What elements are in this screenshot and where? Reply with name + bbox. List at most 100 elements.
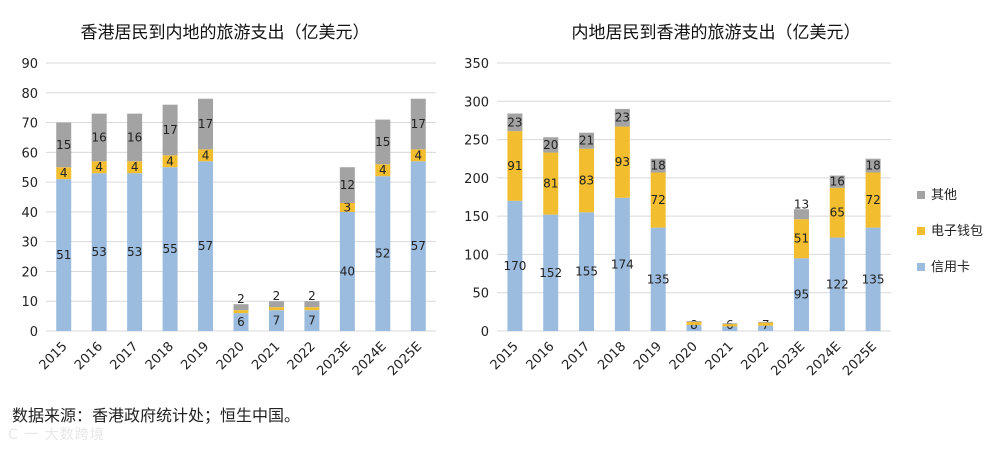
chart-2-data-label-other: 16	[830, 175, 845, 189]
chart-1-bar-ewallet	[127, 161, 143, 174]
chart-2-bar-credit	[829, 237, 845, 331]
chart-2-x-tick: 2021	[703, 339, 737, 373]
chart-2-bar-ewallet	[543, 152, 559, 215]
chart-2-bar-other	[650, 158, 666, 173]
chart-2-x-tick: 2019	[631, 339, 665, 373]
chart-1-data-label-other: 2	[237, 292, 245, 306]
chart-2-x-tick: 2016	[524, 339, 558, 373]
chart-1-data-label-credit: 40	[340, 264, 355, 278]
chart-1-bar-ewallet	[304, 307, 320, 311]
chart-1-data-label-credit: 57	[411, 239, 426, 253]
chart-1-y-tick: 20	[21, 265, 38, 280]
chart-1-data-label-credit: 53	[127, 245, 142, 259]
chart-2-bar-ewallet	[614, 126, 630, 198]
legend-label-ewallet: 电子钱包	[931, 224, 983, 239]
chart-2-bar-credit	[722, 326, 738, 331]
chart-1-x-tick: 2025E	[385, 339, 425, 379]
chart-2-bar-other	[579, 132, 595, 149]
chart-1-data-label-ewallet: 4	[414, 148, 422, 162]
chart-2-bar-credit	[543, 214, 559, 331]
chart-2-bar-other	[507, 113, 523, 132]
chart-2-y-tick: 200	[464, 172, 489, 187]
chart-2-data-label-credit: 152	[539, 266, 562, 280]
chart-2-bar-ewallet	[793, 219, 809, 259]
chart-1-data-label-other: 17	[198, 117, 213, 131]
chart-2-data-label-ewallet: 83	[579, 174, 594, 188]
chart-2-bar-other	[758, 321, 774, 323]
chart-1-bar-credit	[339, 211, 355, 331]
chart-2-title: 内地居民到香港的旅游支出（亿美元）	[572, 23, 861, 43]
chart-2-data-label-other: 23	[615, 111, 630, 125]
chart-1-bar-ewallet	[198, 149, 214, 162]
chart-2-y-tick: 350	[464, 57, 489, 72]
chart-1-data-label-ewallet: 4	[379, 163, 387, 177]
chart-1-bar-credit	[198, 161, 214, 331]
chart-2-y-tick: 300	[464, 95, 489, 110]
chart-1-bar-other	[233, 304, 249, 311]
chart-1-data-label-ewallet: 4	[166, 154, 174, 168]
chart-2-bar-other	[793, 209, 809, 220]
chart-1-data-label-credit: 52	[375, 247, 390, 261]
chart-2-x-tick: 2017	[559, 339, 593, 373]
chart-1-data-label-credit: 6	[237, 315, 245, 329]
chart-1-data-label-credit: 55	[162, 242, 177, 256]
chart-1-x-tick: 2017	[107, 339, 141, 373]
chart-1-y-tick: 0	[30, 325, 38, 340]
chart-1-bar-other	[91, 113, 107, 162]
chart-1-y-tick: 60	[21, 146, 38, 161]
chart-2-bar-ewallet	[650, 172, 666, 228]
chart-2-bar-other	[865, 158, 881, 173]
chart-2-data-label-other: 18	[865, 159, 880, 173]
chart-1-y-tick: 30	[21, 236, 38, 251]
chart-1-y-tick: 50	[21, 176, 38, 191]
chart-2-data-label-ewallet: 72	[651, 193, 666, 207]
chart-1-data-label-other: 16	[127, 130, 142, 144]
chart-1-x-tick: 2023E	[314, 339, 354, 379]
chart-2-data-label-other: 23	[507, 115, 522, 129]
chart-1-data-label-other: 15	[56, 138, 71, 152]
chart-2-y-tick: 100	[464, 248, 489, 263]
chart-1-y-tick: 40	[21, 206, 38, 221]
chart-1-data-label-other: 2	[308, 289, 316, 303]
chart-2-bar-ewallet	[865, 172, 881, 228]
legend-label-credit: 信用卡	[931, 260, 970, 275]
chart-1-bar-credit	[127, 173, 143, 331]
chart-2-bar-credit	[793, 258, 809, 331]
chart-1-bar-other	[162, 104, 178, 156]
chart-2-data-label-ewallet: 81	[543, 177, 558, 191]
chart-1-bar-ewallet	[375, 164, 391, 177]
chart-1-bar-credit	[56, 179, 72, 331]
chart-1-x-tick: 2024E	[350, 339, 390, 379]
chart-2-x-tick: 2022	[738, 339, 772, 373]
chart-1-bar-credit	[268, 310, 284, 331]
chart-2-y-tick: 0	[481, 325, 489, 340]
chart-2-x-tick: 2018	[595, 339, 629, 373]
chart-2-data-label-other: 13	[794, 197, 809, 211]
chart-2-bar-other	[686, 321, 702, 322]
chart-2-y-tick: 250	[464, 134, 489, 149]
chart-2-bar-ewallet	[758, 322, 774, 326]
chart-2-data-label-credit: 170	[503, 259, 526, 273]
chart-2-data-label-credit: 8	[690, 318, 698, 332]
chart-2-data-label-credit: 95	[794, 288, 809, 302]
chart-1-data-label-other: 17	[162, 123, 177, 137]
chart-2-y-tick: 150	[464, 210, 489, 225]
chart-1-data-label-credit: 7	[273, 314, 281, 328]
chart-1-data-label-other: 12	[340, 178, 355, 192]
chart-2-bar-ewallet	[829, 187, 845, 238]
chart-1-data-label-other: 15	[375, 135, 390, 149]
chart-2-data-label-credit: 122	[826, 277, 849, 291]
chart-1-data-label-other: 17	[411, 117, 426, 131]
chart-1-bar-other	[268, 301, 284, 308]
chart-2-bar-other	[614, 108, 630, 127]
chart-1-y-tick: 90	[21, 57, 38, 72]
chart-2-y-tick: 50	[472, 287, 489, 302]
chart-2-data-label-other: 21	[579, 134, 594, 148]
chart-1-data-label-ewallet: 4	[131, 160, 139, 174]
chart-1-data-label-ewallet: 4	[95, 160, 103, 174]
chart-1-y-tick: 70	[21, 117, 38, 132]
chart-1-data-label-ewallet: 4	[60, 166, 68, 180]
chart-1-x-tick: 2018	[143, 339, 177, 373]
chart-2-x-tick: 2024E	[804, 339, 844, 379]
chart-2-bar-ewallet	[722, 324, 738, 327]
